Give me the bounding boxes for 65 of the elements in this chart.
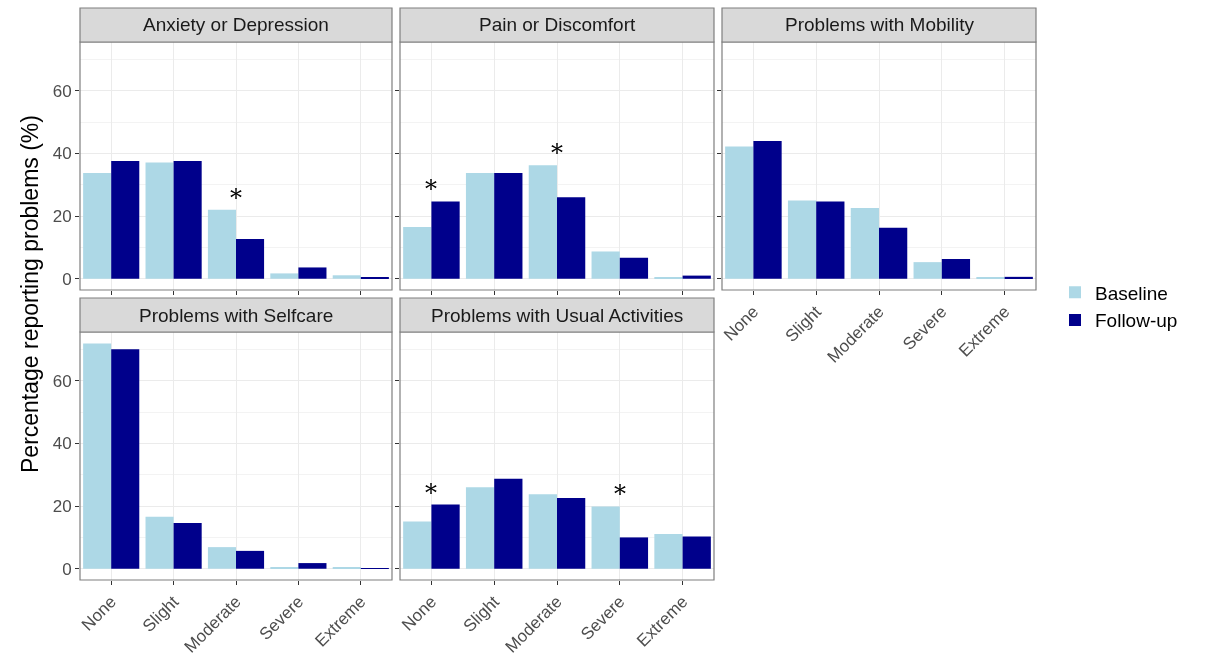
- bar: [557, 497, 586, 569]
- chart-title: Problems with Usual Activities: [431, 305, 684, 326]
- bar: [431, 201, 460, 279]
- y-tick-label: 40: [52, 434, 72, 454]
- bar: [236, 550, 265, 569]
- bar: [787, 200, 817, 279]
- bar: [619, 537, 649, 569]
- bar: [941, 259, 971, 279]
- bar: [528, 494, 557, 569]
- bar: [145, 162, 174, 279]
- bar: [111, 349, 140, 569]
- annotation: *: [551, 139, 563, 167]
- y-tick-label: 0: [62, 559, 72, 579]
- legend-label: Baseline: [1095, 282, 1168, 304]
- bar: [145, 516, 174, 569]
- bar: [1004, 276, 1033, 279]
- y-axis-title: Percentage reporting problems (%): [17, 115, 43, 473]
- bar: [465, 172, 495, 279]
- annotation: *: [614, 480, 626, 508]
- bar: [528, 165, 557, 279]
- bar: [879, 227, 908, 279]
- y-tick-label: 60: [52, 371, 72, 391]
- legend-label: Follow-up: [1095, 310, 1178, 332]
- bar: [236, 238, 265, 279]
- chart-title: Pain or Discomfort: [479, 14, 636, 35]
- bar: [619, 257, 649, 279]
- bar: [298, 267, 327, 279]
- bar: [591, 251, 620, 279]
- bar: [725, 146, 754, 279]
- bar: [465, 487, 495, 569]
- y-tick-label: 40: [52, 144, 72, 164]
- bar: [173, 160, 202, 279]
- bar: [654, 533, 683, 569]
- bar: [403, 227, 432, 279]
- chart-title: Anxiety or Depression: [143, 14, 329, 35]
- y-tick-label: 0: [62, 269, 72, 289]
- bar: [682, 275, 711, 279]
- bar: [270, 273, 299, 279]
- bar: [207, 547, 236, 569]
- bar: [207, 209, 236, 279]
- chart-title: Problems with Mobility: [785, 14, 975, 35]
- bar: [111, 160, 140, 279]
- bar: [173, 523, 202, 569]
- annotation: *: [230, 184, 242, 212]
- bar: [403, 521, 432, 569]
- y-tick-label: 20: [52, 497, 72, 517]
- y-tick-label: 60: [52, 81, 72, 101]
- annotation: *: [425, 479, 437, 507]
- bar: [431, 504, 460, 569]
- y-tick-label: 20: [52, 207, 72, 227]
- bar: [557, 197, 586, 279]
- bar: [332, 275, 361, 279]
- bar: [494, 478, 523, 569]
- bar: [591, 506, 620, 569]
- chart-title: Problems with Selfcare: [139, 305, 334, 326]
- bar: [494, 172, 523, 279]
- bar: [816, 201, 845, 279]
- bar: [850, 207, 879, 279]
- bar: [298, 563, 327, 569]
- bar: [753, 140, 782, 279]
- bar: [83, 172, 112, 279]
- annotation: *: [425, 175, 437, 203]
- bar: [913, 262, 942, 279]
- bar: [682, 536, 711, 569]
- bar: [83, 343, 112, 569]
